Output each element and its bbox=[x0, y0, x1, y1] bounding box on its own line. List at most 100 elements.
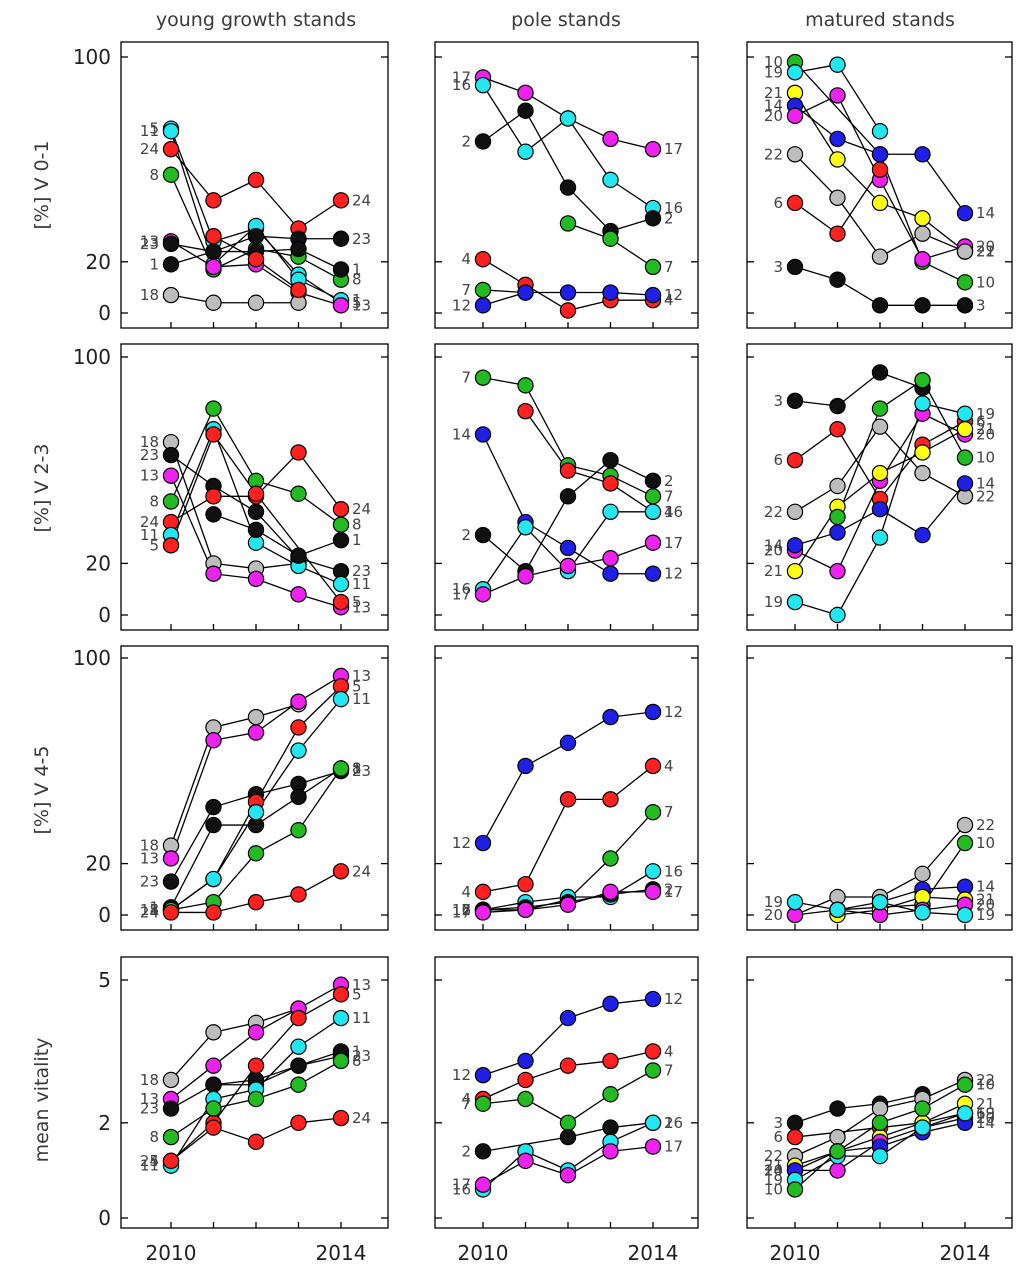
start-label-3: 3 bbox=[773, 1114, 783, 1132]
end-label-6: 6 bbox=[976, 413, 986, 431]
end-label-13: 13 bbox=[352, 296, 371, 314]
point-18-2010 bbox=[162, 1071, 180, 1089]
point-22-2013 bbox=[914, 225, 931, 242]
end-label-13: 13 bbox=[352, 976, 371, 994]
start-label-16: 16 bbox=[452, 76, 471, 94]
series-line-14 bbox=[921, 153, 966, 214]
point-16-2011 bbox=[517, 519, 534, 536]
start-label-2: 2 bbox=[461, 526, 471, 544]
point-23-2010 bbox=[162, 446, 180, 464]
series-line-5 bbox=[298, 685, 342, 728]
end-label-16: 16 bbox=[664, 199, 683, 217]
start-label-7: 7 bbox=[461, 281, 471, 299]
point-17-2013 bbox=[602, 1143, 619, 1160]
end-label-8: 8 bbox=[352, 271, 362, 289]
start-label-24: 24 bbox=[140, 513, 159, 531]
point-24-2012 bbox=[247, 171, 265, 189]
series-points bbox=[474, 69, 662, 319]
end-label-24: 24 bbox=[352, 862, 371, 880]
end-label-1: 1 bbox=[352, 760, 362, 778]
start-label-17: 17 bbox=[452, 903, 471, 921]
point-3-2014 bbox=[956, 297, 974, 314]
point-22-2012 bbox=[871, 1100, 889, 1117]
point-4r-2011 bbox=[517, 402, 534, 420]
point-17-2011 bbox=[517, 1152, 534, 1170]
start-label-23: 23 bbox=[140, 235, 159, 253]
point-19-2013 bbox=[914, 395, 931, 412]
series-line-24 bbox=[298, 199, 342, 230]
y-tick-label: 2 bbox=[98, 1111, 111, 1135]
point-16-2014 bbox=[644, 1114, 662, 1132]
point-23-2010 bbox=[162, 873, 180, 890]
point-20-2011 bbox=[829, 1162, 846, 1179]
point-12-2013 bbox=[602, 708, 619, 726]
point-2-2012 bbox=[559, 179, 577, 196]
series-line-4r bbox=[610, 482, 654, 513]
point-14-2014 bbox=[644, 565, 662, 582]
panel-frame bbox=[434, 343, 699, 631]
series-line-12 bbox=[567, 716, 611, 744]
series-line-7 bbox=[524, 385, 569, 466]
start-label-17: 17 bbox=[452, 1176, 471, 1194]
series-points bbox=[786, 364, 974, 624]
end-label-21: 21 bbox=[976, 420, 995, 438]
end-label-16: 16 bbox=[664, 503, 683, 521]
start-label-14: 14 bbox=[452, 425, 471, 443]
start-label-11: 11 bbox=[140, 1157, 159, 1175]
point-8-2010 bbox=[162, 1128, 180, 1146]
point-8-2010 bbox=[162, 493, 180, 510]
start-label-21: 21 bbox=[764, 562, 783, 580]
series-line-7 bbox=[567, 857, 611, 901]
point-12-2010 bbox=[474, 1066, 492, 1084]
series-line-22 bbox=[794, 485, 838, 513]
point-24-2014 bbox=[332, 863, 350, 880]
series-line-18 bbox=[170, 1031, 214, 1081]
series-line-2b bbox=[610, 238, 654, 268]
series-line-19 bbox=[879, 403, 924, 538]
series-line-23 bbox=[170, 454, 214, 487]
end-label-10: 10 bbox=[976, 273, 995, 291]
series-line-6 bbox=[794, 202, 838, 235]
series-line-16 bbox=[567, 1141, 611, 1171]
point-red-b-2012 bbox=[247, 251, 265, 268]
point-19-2012 bbox=[871, 529, 889, 546]
start-label-20: 20 bbox=[764, 107, 783, 125]
point-24-2014 bbox=[332, 501, 350, 518]
point-6-2010 bbox=[786, 452, 804, 469]
point-10-2012 bbox=[871, 400, 889, 417]
end-label-22: 22 bbox=[976, 243, 995, 261]
point-19-2011 bbox=[829, 56, 846, 73]
point-13-2011 bbox=[205, 565, 222, 582]
point-12-2013 bbox=[602, 995, 619, 1013]
start-label-8: 8 bbox=[149, 1128, 159, 1146]
point-7-2010 bbox=[474, 369, 492, 386]
end-label-4: 4 bbox=[664, 757, 674, 775]
point-12-2011 bbox=[517, 1052, 534, 1070]
series-line-2 bbox=[524, 495, 569, 572]
point-23-2012 bbox=[247, 503, 265, 520]
end-label-17: 17 bbox=[664, 140, 683, 158]
point-3-2010 bbox=[786, 258, 804, 276]
end-label-11: 11 bbox=[352, 1009, 371, 1027]
end-label-6: 6 bbox=[976, 1104, 986, 1122]
start-label-23: 23 bbox=[140, 446, 159, 464]
series-line-14 bbox=[921, 483, 966, 536]
series-line-19 bbox=[836, 537, 881, 616]
series-line-21 bbox=[837, 158, 881, 204]
point-4-2010 bbox=[474, 883, 492, 901]
end-label-8: 8 bbox=[352, 516, 362, 534]
start-label-18: 18 bbox=[140, 1071, 159, 1089]
series-line-11 bbox=[212, 429, 257, 543]
series-points bbox=[162, 120, 350, 314]
start-label-24: 24 bbox=[140, 140, 159, 158]
point-10-2011 bbox=[829, 1143, 846, 1160]
end-label-1: 1 bbox=[352, 1042, 362, 1060]
end-label-17: 17 bbox=[664, 534, 683, 552]
point-11-2012 bbox=[247, 804, 265, 821]
series-line-16 bbox=[482, 84, 527, 153]
point-5-2013 bbox=[290, 1009, 307, 1027]
